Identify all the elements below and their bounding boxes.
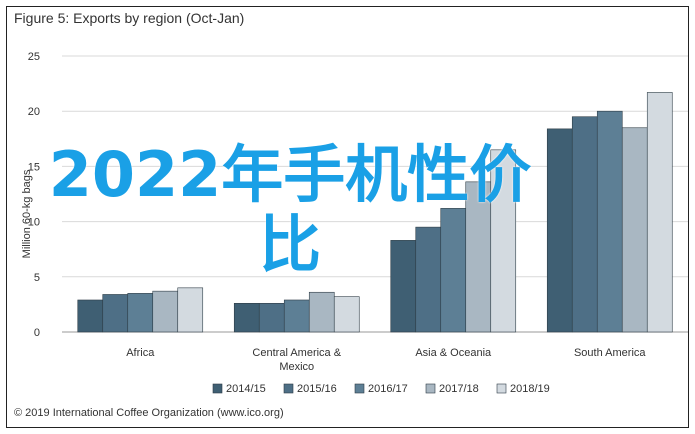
bar-2014-15-0 — [77, 299, 104, 333]
bar-2016-17-2 — [440, 208, 467, 333]
overlay-watermark-text: 2022年手机性价比 — [48, 138, 532, 281]
legend-label: 2014/15 — [226, 383, 266, 395]
bar-2014-15-1 — [233, 302, 260, 333]
bar-2014-15-2 — [390, 240, 417, 333]
bar-2016-17-1 — [283, 299, 310, 333]
legend-label: 2015/16 — [297, 383, 337, 395]
bar-2017-18-3 — [621, 127, 648, 333]
bar-2018-19-1 — [333, 296, 360, 333]
legend-swatch — [212, 383, 223, 394]
bar-2018-19-2 — [490, 149, 517, 333]
legend-swatch — [496, 383, 507, 394]
y-tick-label: 15 — [28, 161, 40, 173]
y-tick-label: 5 — [34, 272, 40, 284]
bar-2018-19-0 — [177, 287, 204, 333]
x-category-label: Mexico — [279, 361, 314, 373]
legend-swatch — [425, 383, 436, 394]
bar-2016-17-0 — [127, 293, 154, 333]
x-category-label: Asia & Oceania — [415, 347, 492, 359]
y-tick-label: 25 — [28, 51, 40, 63]
bar-2016-17-3 — [596, 110, 623, 333]
legend-label: 2017/18 — [439, 383, 479, 395]
x-category-label: Africa — [126, 347, 155, 359]
chart-title: Figure 5: Exports by region (Oct-Jan) — [14, 10, 245, 26]
bar-2015-16-0 — [102, 294, 129, 333]
legend-swatch — [283, 383, 294, 394]
bar-2014-15-3 — [546, 128, 573, 333]
bar-2017-18-2 — [465, 181, 492, 333]
legend-swatch — [354, 383, 365, 394]
legend-label: 2016/17 — [368, 383, 408, 395]
bar-2017-18-0 — [152, 290, 179, 333]
y-tick-label: 0 — [34, 327, 40, 339]
bar-2015-16-1 — [258, 302, 285, 333]
copyright-footer: © 2019 International Coffee Organization… — [14, 407, 284, 419]
bar-2017-18-1 — [308, 291, 335, 333]
y-tick-label: 20 — [28, 106, 40, 118]
legend-label: 2018/19 — [510, 383, 550, 395]
x-category-label: Central America & — [252, 347, 341, 359]
y-axis-label: Million 60-kg bags — [21, 169, 33, 258]
bar-2018-19-3 — [646, 92, 673, 333]
bar-2015-16-3 — [571, 116, 598, 333]
x-category-label: South America — [574, 347, 646, 359]
y-tick-label: 10 — [28, 217, 40, 229]
